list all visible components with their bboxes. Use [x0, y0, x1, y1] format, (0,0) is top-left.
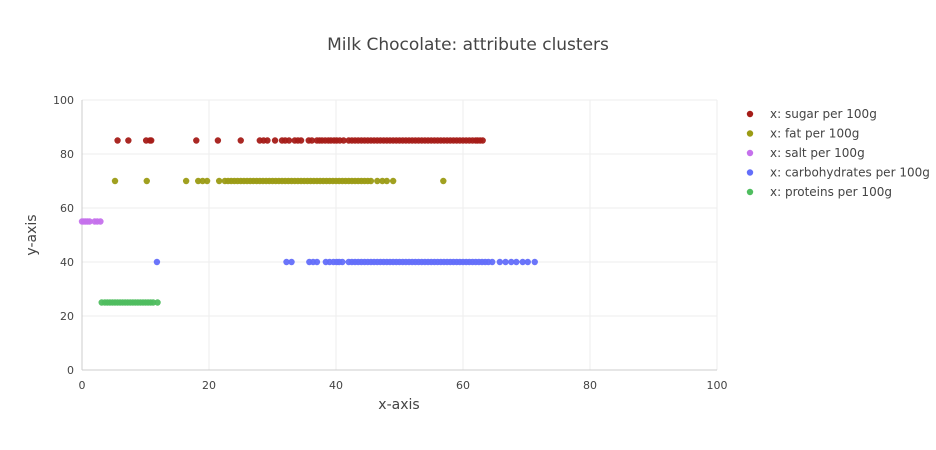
y-tick-label: 80 — [60, 148, 74, 161]
legend-item[interactable]: x: proteins per 100g — [746, 185, 892, 199]
legend-item[interactable]: x: fat per 100g — [746, 127, 860, 141]
legend-marker — [746, 149, 754, 157]
data-point-series-0[interactable] — [340, 137, 347, 144]
data-point-series-1[interactable] — [111, 177, 119, 185]
data-point-series-3[interactable] — [283, 258, 290, 266]
data-point-series-0[interactable] — [125, 137, 132, 144]
data-point-series-3[interactable] — [339, 258, 346, 266]
data-point-series-0[interactable] — [285, 137, 293, 144]
x-tick-label: 60 — [456, 379, 470, 392]
y-tick-label: 20 — [60, 310, 74, 323]
data-point-series-1[interactable] — [215, 177, 223, 185]
legend-item[interactable]: x: carbohydrates per 100g — [746, 166, 930, 180]
data-point-series-0[interactable] — [271, 137, 279, 144]
chart-title: Milk Chocolate: attribute clusters — [327, 35, 609, 55]
data-point-series-3[interactable] — [502, 258, 509, 266]
data-point-series-1[interactable] — [203, 177, 211, 185]
data-point-series-3[interactable] — [524, 258, 531, 266]
y-tick-label: 100 — [53, 94, 74, 107]
legend-item[interactable]: x: salt per 100g — [746, 146, 865, 160]
legend-label: x: carbohydrates per 100g — [770, 166, 930, 180]
legend-label: x: salt per 100g — [770, 146, 865, 160]
data-point-series-3[interactable] — [288, 258, 295, 266]
y-tick-label: 40 — [60, 256, 74, 269]
x-axis-title: x-axis — [378, 397, 419, 413]
y-tick-labels: 0 20 40 60 80 100 — [53, 94, 74, 377]
data-point-series-0[interactable] — [214, 137, 222, 144]
data-point-series-1[interactable] — [367, 177, 375, 185]
data-points[interactable] — [78, 137, 538, 306]
data-point-series-0[interactable] — [237, 137, 244, 144]
legend[interactable]: x: sugar per 100g x: fat per 100g x: salt … — [746, 107, 930, 199]
legend-marker — [746, 130, 754, 137]
data-point-series-1[interactable] — [182, 177, 190, 185]
legend-marker — [746, 188, 754, 196]
legend-label: x: fat per 100g — [770, 127, 859, 141]
data-point-series-0[interactable] — [297, 137, 305, 144]
data-point-series-3[interactable] — [313, 258, 321, 266]
data-point-series-3[interactable] — [513, 258, 520, 266]
axes — [81, 100, 717, 371]
data-point-series-0[interactable] — [193, 137, 200, 144]
data-point-series-1[interactable] — [383, 177, 390, 185]
data-point-series-4[interactable] — [149, 299, 157, 306]
legend-item[interactable]: x: sugar per 100g — [746, 107, 877, 121]
data-point-series-1[interactable] — [379, 177, 386, 185]
x-tick-labels: 0 20 40 60 80 100 — [79, 379, 728, 392]
x-tick-label: 40 — [329, 379, 343, 392]
x-tick-label: 20 — [202, 379, 216, 392]
y-tick-label: 0 — [67, 364, 74, 377]
data-point-series-0[interactable] — [114, 137, 121, 144]
data-point-series-2[interactable] — [97, 218, 104, 225]
data-point-series-1[interactable] — [389, 177, 397, 185]
data-point-series-0[interactable] — [479, 137, 486, 144]
data-point-series-0[interactable] — [264, 137, 271, 144]
x-tick-label: 100 — [707, 379, 728, 392]
data-point-series-1[interactable] — [143, 177, 150, 185]
data-point-series-0[interactable] — [308, 137, 316, 144]
data-point-series-4[interactable] — [154, 299, 161, 306]
data-point-series-3[interactable] — [496, 258, 504, 266]
data-point-series-2[interactable] — [86, 218, 93, 225]
legend-marker — [746, 169, 754, 176]
x-tick-label: 80 — [583, 379, 597, 392]
legend-label: x: sugar per 100g — [770, 107, 877, 121]
data-point-series-1[interactable] — [195, 177, 202, 185]
x-tick-label: 0 — [79, 379, 86, 392]
data-point-series-3[interactable] — [153, 258, 161, 266]
legend-label: x: proteins per 100g — [770, 185, 892, 199]
data-point-series-1[interactable] — [199, 177, 206, 185]
data-point-series-3[interactable] — [519, 258, 526, 266]
data-point-series-3[interactable] — [531, 258, 538, 266]
data-point-series-0[interactable] — [148, 137, 155, 144]
data-point-series-1[interactable] — [374, 177, 381, 185]
y-tick-label: 60 — [60, 202, 74, 215]
data-point-series-3[interactable] — [489, 258, 496, 266]
data-point-series-3[interactable] — [508, 258, 515, 266]
data-point-series-1[interactable] — [440, 177, 447, 185]
y-axis-title: y-axis — [24, 214, 40, 255]
legend-marker — [746, 110, 754, 118]
